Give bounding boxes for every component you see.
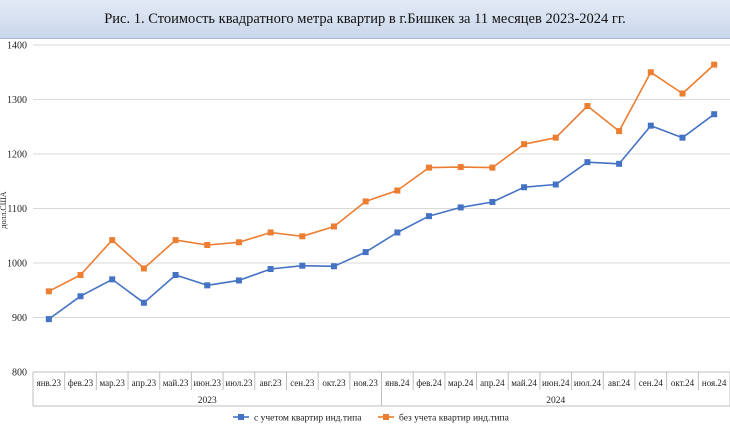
data-point <box>235 277 242 284</box>
x-tick-label: ноя.24 <box>702 378 727 388</box>
x-tick-label: май.23 <box>163 378 189 388</box>
x-tick-label: ноя.23 <box>353 378 378 388</box>
data-point <box>140 265 147 272</box>
data-point <box>457 164 464 171</box>
x-tick-label: сен.24 <box>639 378 664 388</box>
chart-title: Рис. 1. Стоимость квадратного метра квар… <box>104 10 626 27</box>
x-tick-label: мар.23 <box>100 378 126 388</box>
y-tick-label: 1300 <box>7 95 27 106</box>
x-tick-label: фев.23 <box>68 378 94 388</box>
x-tick-label: мар.24 <box>448 378 474 388</box>
x-tick-label: сен.23 <box>290 378 315 388</box>
data-point <box>489 164 496 171</box>
x-tick-label: апр.24 <box>480 378 505 388</box>
data-point <box>362 249 369 256</box>
data-point <box>584 103 591 110</box>
data-point <box>362 198 369 205</box>
x-tick-label: июл.23 <box>225 378 253 388</box>
data-point <box>109 276 116 283</box>
data-point <box>299 233 306 240</box>
legend-item: с учетом квартир инд.типа <box>233 414 362 424</box>
x-tick-label: июн.24 <box>542 378 570 388</box>
series-line <box>48 113 715 320</box>
data-point <box>140 299 147 306</box>
data-point <box>679 90 686 97</box>
series-1 <box>45 111 718 323</box>
data-point <box>457 204 464 211</box>
data-point <box>521 141 528 148</box>
data-point <box>394 187 401 194</box>
legend-swatch-marker <box>238 414 244 420</box>
x-tick-label: май.24 <box>511 378 537 388</box>
legend: с учетом квартир инд.типа без учета кварт… <box>233 413 510 424</box>
legend-label: без учета квартир инд.типа <box>399 413 510 424</box>
legend-swatch-marker <box>383 414 389 420</box>
data-point <box>45 316 52 323</box>
x-tick-label: авг.24 <box>608 378 631 388</box>
data-point <box>267 229 274 236</box>
grid-lines <box>33 44 730 373</box>
data-point <box>235 239 242 246</box>
data-point <box>45 288 52 295</box>
data-point <box>711 61 718 68</box>
data-point <box>394 229 401 236</box>
data-point <box>299 262 306 269</box>
data-point <box>679 134 686 141</box>
chart-title-bar: Рис. 1. Стоимость квадратного метра квар… <box>0 0 730 39</box>
data-point <box>711 111 718 118</box>
data-point <box>552 181 559 188</box>
data-point <box>552 134 559 141</box>
series-2 <box>45 61 718 295</box>
x-tick-label: июн.23 <box>193 378 221 388</box>
x-tick-label: фев.24 <box>416 378 442 388</box>
y-tick-label: 1000 <box>7 259 27 270</box>
data-point <box>172 237 179 244</box>
y-tick-label: 1100 <box>7 204 27 215</box>
data-point <box>616 128 623 135</box>
data-point <box>647 122 654 129</box>
data-point <box>489 198 496 205</box>
data-point <box>584 159 591 166</box>
y-axis-ticks: 800 900 1000 1100 1200 1300 1400 <box>7 41 27 379</box>
data-point <box>267 265 274 272</box>
data-point <box>204 242 211 249</box>
x-group-label: 2024 <box>546 396 565 406</box>
legend-label: с учетом квартир инд.типа <box>254 414 362 424</box>
data-point <box>330 223 337 230</box>
legend-item: без учета квартир инд.типа <box>378 413 510 424</box>
data-point <box>109 237 116 244</box>
series-line <box>48 64 715 293</box>
x-tick-label: окт.24 <box>671 378 695 388</box>
x-tick-label: янв.23 <box>37 378 62 388</box>
series-lines <box>45 61 718 323</box>
x-group-label: 2023 <box>198 396 217 406</box>
data-point <box>647 69 654 76</box>
data-point <box>426 213 433 220</box>
data-point <box>77 271 84 278</box>
y-tick-label: 900 <box>12 313 27 324</box>
data-point <box>330 263 337 270</box>
x-axis: янв.23 фев.23 мар.23 апр.23 май.23 июн.23 июл.… <box>32 371 730 407</box>
data-point <box>426 164 433 171</box>
data-point <box>616 160 623 167</box>
y-tick-label: 1400 <box>7 41 27 52</box>
x-tick-label: авг.23 <box>260 378 283 388</box>
y-tick-label: 1200 <box>7 150 27 161</box>
x-tick-label: апр.23 <box>132 378 157 388</box>
data-point <box>172 271 179 278</box>
data-point <box>77 293 84 300</box>
x-tick-label: окт.23 <box>322 378 346 388</box>
x-tick-label: июл.24 <box>574 378 602 388</box>
data-point <box>204 282 211 289</box>
y-tick-label: 800 <box>12 368 27 379</box>
x-tick-label: янв.24 <box>385 378 410 388</box>
data-point <box>521 184 528 191</box>
y-axis-label: долл.США <box>0 191 8 228</box>
